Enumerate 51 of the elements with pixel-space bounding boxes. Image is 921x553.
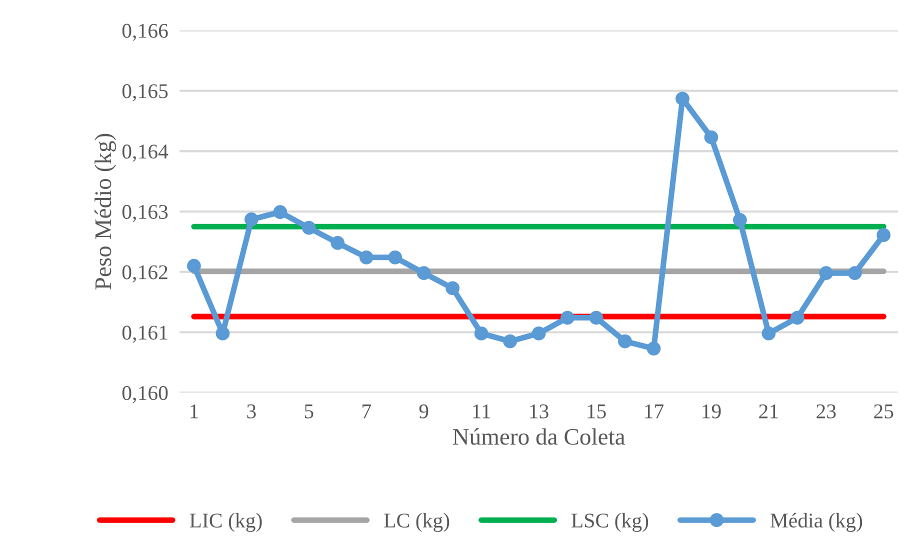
- x-axis-title: Número da Coleta: [452, 428, 626, 445]
- y-tick-label: 0,164: [122, 144, 168, 162]
- point: [646, 342, 661, 356]
- point: [790, 310, 804, 325]
- point: [732, 213, 747, 227]
- point: [302, 220, 316, 235]
- point: [273, 205, 288, 220]
- point: [359, 250, 374, 264]
- point: [446, 281, 460, 296]
- point: [330, 236, 345, 250]
- x-tick-label: 11: [473, 404, 490, 418]
- x-tick-label: 15: [588, 404, 606, 418]
- x-tick-label: 7: [362, 404, 371, 418]
- y-tick-label: 0,163: [122, 204, 168, 222]
- point: [416, 266, 431, 280]
- y-tick-label: 0,165: [122, 84, 168, 102]
- point: [503, 334, 517, 348]
- y-tick-label: 0,162: [122, 265, 168, 282]
- y-tick-label: 0,166: [122, 24, 168, 41]
- y-axis-title: Peso Médio (kg): [94, 134, 116, 290]
- point: [762, 326, 776, 340]
- point: [876, 228, 891, 242]
- point: [532, 326, 546, 340]
- x-tick-label: 13: [530, 404, 548, 418]
- point: [216, 326, 230, 340]
- x-tick-label: 25: [874, 404, 894, 418]
- point: [560, 310, 574, 325]
- point: [819, 266, 834, 280]
- y-tick-label: 0,161: [122, 326, 168, 343]
- point: [676, 92, 690, 106]
- point: [589, 310, 604, 325]
- x-tick-label: 19: [702, 404, 721, 418]
- point: [848, 266, 862, 280]
- x-tick-label: 1: [190, 404, 198, 418]
- point: [388, 250, 402, 264]
- point: [618, 334, 632, 348]
- point: [474, 326, 488, 340]
- point: [187, 258, 201, 273]
- x-tick-label: 21: [759, 404, 778, 418]
- x-tick-label: 5: [304, 404, 314, 418]
- legend-label: Média (kg): [770, 512, 862, 532]
- point: [244, 212, 258, 226]
- point: [704, 130, 718, 144]
- legend-label: LC (kg): [384, 512, 450, 532]
- x-tick-label: 9: [419, 404, 428, 418]
- legend-label: LSC (kg): [571, 512, 648, 532]
- x-tick-label: 23: [816, 404, 836, 418]
- x-tick-label: 3: [247, 404, 256, 418]
- x-tick-label: 17: [645, 404, 664, 418]
- legend-label: LIC (kg): [190, 512, 262, 532]
- y-tick-label: 0,160: [122, 386, 168, 404]
